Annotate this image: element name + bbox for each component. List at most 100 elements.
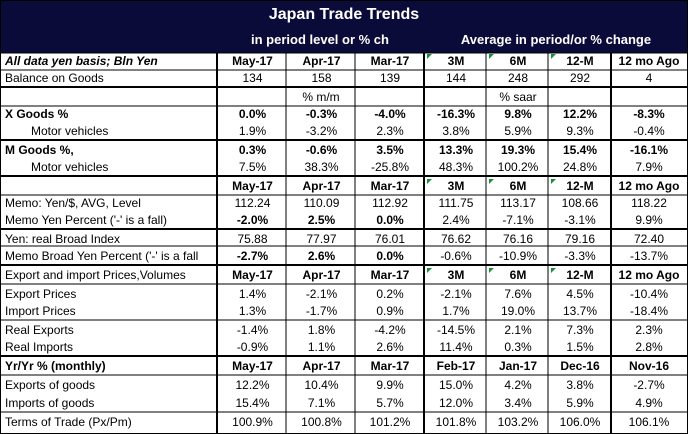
table-cell: 19.0% (500, 304, 536, 318)
table-cell: 2.1% (504, 323, 532, 337)
table-cell: 134 (242, 71, 263, 85)
table-row: % m/m % saar (1, 89, 687, 106)
table-cell: 12 mo Ago (618, 54, 680, 68)
table-row: Memo Broad Yen Percent ('-' is a fall -2.… (1, 248, 687, 265)
table-cell: -14.5% (436, 323, 476, 337)
table-cell: 7.5% (238, 160, 267, 174)
table-cell: 1.5% (566, 340, 594, 354)
table-cell: 2.3% (635, 323, 663, 337)
table-cell: 12.2% (562, 107, 598, 121)
table-cell: 48.3% (438, 160, 474, 174)
table-cell: 100.9% (232, 415, 273, 429)
subtitle-right: Average in period/or % change (460, 32, 652, 47)
table-cell: -3.1% (564, 213, 596, 227)
table-cell: 12 mo Ago (618, 179, 680, 193)
table-cell: -3.2% (305, 124, 338, 138)
table-cell: -10.4% (629, 287, 669, 301)
table-cell: 77.97 (306, 232, 337, 246)
row-label: Real Exports (5, 323, 74, 337)
table-row: Motor vehicles 1.9% -3.2% 2.3% 3.8% 5.9% 9.3% -… (1, 123, 687, 140)
table-cell: 2.8% (635, 340, 663, 354)
unit-label: % saar (499, 90, 537, 104)
table-row: Export Prices 1.4% -2.1% 0.2% -2.1% 7.6% 4.5% -… (1, 286, 687, 303)
table-cell: 100.8% (301, 415, 342, 429)
comment-marker-icon (489, 54, 494, 59)
table-cell: 7.3% (566, 323, 594, 337)
table-row: X Goods % 0.0% -0.3% -4.0% -16.3% 9.8% 12.2% -8… (1, 106, 687, 123)
row-label: Terms of Trade (Px/Pm) (5, 415, 132, 429)
table-cell: 2.6% (376, 340, 404, 354)
table-cell: 1.3% (238, 304, 267, 318)
table-cell: Apr-17 (302, 179, 341, 193)
table-cell: 72.40 (633, 232, 665, 246)
table-cell: 1.9% (238, 124, 267, 138)
table-cell: 3.8% (566, 378, 594, 392)
table-cell: 76.62 (440, 232, 472, 246)
table-cell: -10.9% (498, 249, 538, 263)
table-cell: -2.1% (305, 287, 338, 301)
table-cell: -7.1% (502, 213, 534, 227)
row-label: Export and import Prices,Volumes (5, 268, 186, 282)
row-label: Motor vehicles (31, 160, 109, 174)
table-cell: 4.5% (566, 287, 594, 301)
table-cell: 6M (509, 268, 527, 282)
row-label: Memo Broad Yen Percent ('-' is a fall (5, 249, 199, 263)
table-cell: 3M (447, 179, 465, 193)
table-cell: Apr-17 (302, 359, 341, 373)
row-label: Export Prices (5, 287, 77, 301)
row-label: Import Prices (5, 304, 76, 318)
row-label (5, 89, 217, 106)
title-band: Japan Trade Trends in period level or % … (1, 1, 687, 53)
table-cell: Mar-17 (370, 268, 410, 282)
table-cell: Apr-17 (302, 268, 341, 282)
table-row: Real Imports -0.9% 1.1% 2.6% 11.4% 0.3% 1.5% 2.… (1, 339, 687, 356)
table-cell: 2.5% (307, 213, 336, 227)
table-cell: 0.0% (238, 107, 267, 121)
table-row: M Goods %, 0.3% -0.6% 3.5% 13.3% 19.3% 15.4% -1… (1, 142, 687, 159)
table-cell: 13.3% (438, 143, 474, 157)
table-row: Motor vehicles 7.5% 38.3% -25.8% 48.3% 100.2%… (1, 159, 687, 176)
table-cell: 101.2% (369, 415, 411, 429)
table-cell: -1.4% (236, 323, 269, 337)
table-cell: -2.0% (236, 213, 269, 227)
table-cell: 292 (569, 71, 591, 85)
row-label: Imports of goods (5, 396, 95, 410)
row-label: Yen: real Broad Index (5, 232, 120, 246)
table-cell: 76.01 (374, 232, 406, 246)
table-cell: 13.7% (562, 304, 598, 318)
table-cell: 12 mo Ago (618, 268, 680, 282)
table-cell: 79.16 (564, 232, 596, 246)
table-cell: Nov-16 (628, 359, 669, 373)
table-cell: 7.6% (504, 287, 532, 301)
table-cell: 1.4% (238, 287, 267, 301)
row-label: All data yen basis; Bln Yen (5, 54, 158, 68)
row-label: Yr/Yr % (monthly) (5, 359, 106, 373)
table-cell: 4 (645, 71, 653, 85)
table-cell: 76.16 (502, 232, 534, 246)
table-row: All data yen basis; Bln Yen May-17 Apr-17 M… (1, 53, 687, 70)
table-cell: 4.2% (504, 378, 532, 392)
table-cell: Feb-17 (436, 359, 476, 373)
table-cell: 5.9% (566, 396, 594, 410)
table-cell: -25.8% (370, 160, 410, 174)
table-cell: -18.4% (629, 304, 669, 318)
table-cell: 111.75 (438, 196, 474, 210)
table-cell: -0.6% (305, 143, 338, 157)
table-title: Japan Trade Trends (268, 6, 420, 23)
table-cell: 7.1% (307, 396, 336, 410)
table-cell: -0.3% (305, 107, 338, 121)
table-cell: 2.3% (376, 124, 404, 138)
table-cell: 38.3% (304, 160, 339, 174)
table-cell: 12-M (566, 54, 594, 68)
table-row: Yen: real Broad Index 75.88 77.97 76.01 76.6… (1, 231, 687, 248)
table-cell: 4.9% (635, 396, 663, 410)
table-cell: -8.3% (633, 107, 665, 121)
table-cell: -16.1% (629, 143, 669, 157)
table-cell: Apr-17 (302, 54, 341, 68)
table-cell: 1.8% (307, 323, 336, 337)
table-cell: -4.2% (374, 323, 406, 337)
table-cell: 248 (507, 71, 529, 85)
table-cell: 24.8% (562, 160, 598, 174)
table-cell: 5.9% (504, 124, 532, 138)
